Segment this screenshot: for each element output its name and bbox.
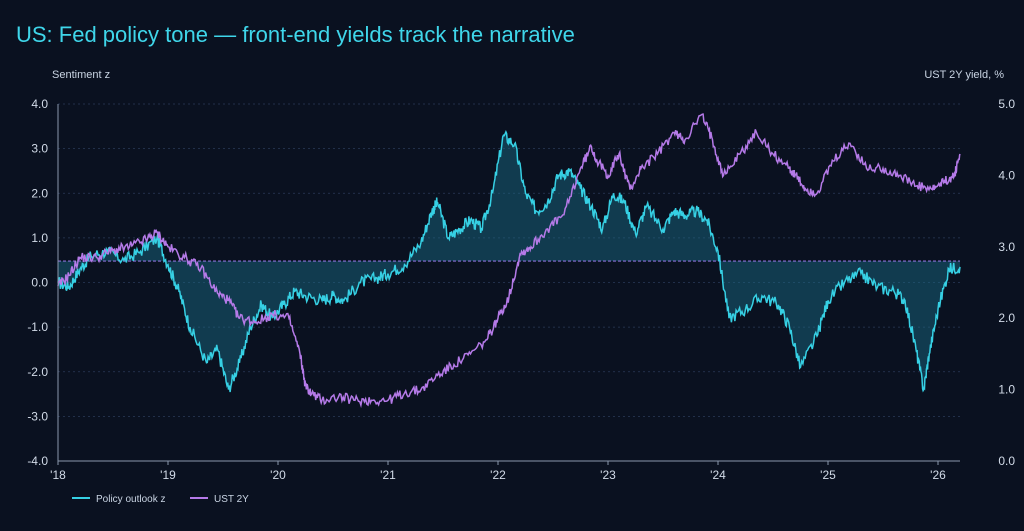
axes: 4.0 3.0 2.0 1.0 0.0 -1.0 -2.0 -3.0 -4.0 5.0 4.0 3.0… (27, 97, 1015, 482)
left-tick-label: -4.0 (27, 454, 48, 468)
x-tick-label: '18 (50, 468, 66, 482)
x-tick-label: '25 (820, 468, 836, 482)
left-tick-label: 3.0 (31, 142, 48, 156)
right-axis-label: UST 2Y yield, % (924, 69, 1004, 81)
left-tick-label: 1.0 (31, 231, 48, 245)
legend-label-policy: Policy outlook z (96, 494, 165, 505)
x-tick-label: '26 (930, 468, 946, 482)
x-tick-label: '23 (600, 468, 616, 482)
right-tick-label: 1.0 (998, 383, 1015, 397)
x-tick-label: '20 (270, 468, 286, 482)
left-tick-label: -3.0 (27, 409, 48, 423)
right-tick-label: 5.0 (998, 97, 1015, 111)
left-tick-label: 0.0 (31, 276, 48, 290)
x-tick-label: '19 (160, 468, 176, 482)
left-tick-label: -1.0 (27, 320, 48, 334)
chart-title: US: Fed policy tone — front-end yields t… (16, 22, 575, 47)
right-tick-label: 3.0 (998, 240, 1015, 254)
left-tick-label: -2.0 (27, 365, 48, 379)
x-tick-label: '24 (710, 468, 726, 482)
legend-label-ust2y: UST 2Y (214, 494, 249, 505)
sentiment-fill-area (58, 131, 960, 392)
x-tick-label: '21 (380, 468, 396, 482)
series-lines (57, 113, 961, 409)
policy-outlook-line (57, 129, 961, 393)
left-tick-label: 4.0 (31, 97, 48, 111)
right-tick-label: 0.0 (998, 454, 1015, 468)
sentiment-fill (58, 131, 960, 392)
x-tick-label: '22 (490, 468, 506, 482)
legend: Policy outlook z UST 2Y (72, 494, 249, 505)
right-tick-label: 4.0 (998, 168, 1015, 182)
right-tick-label: 2.0 (998, 311, 1015, 325)
left-tick-label: 2.0 (31, 186, 48, 200)
ust-2y-line (57, 113, 961, 409)
left-axis-label: Sentiment z (52, 69, 110, 81)
